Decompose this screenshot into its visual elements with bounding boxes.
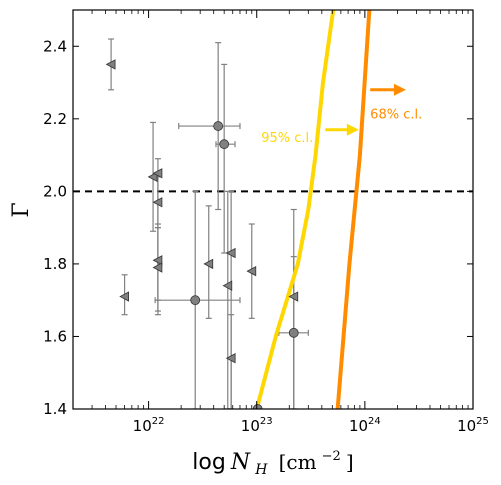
annotation-arrow-head-1 bbox=[393, 83, 406, 96]
upper-limit-point-7 bbox=[203, 258, 214, 270]
upper-limit-point-12 bbox=[288, 291, 299, 302]
y-tick-label-5: 2.4 bbox=[43, 37, 67, 55]
upper-limit-point-0 bbox=[105, 59, 116, 70]
x-tick-label-base-2: 10 bbox=[349, 417, 368, 435]
upper-limit-point-9 bbox=[225, 247, 236, 259]
upper-limit-point-8 bbox=[222, 280, 233, 291]
x-tick-label-exp-0: 22 bbox=[152, 416, 165, 427]
x-axis-label: log N H [cm −2 ] bbox=[192, 445, 353, 478]
upper-limit-point-4 bbox=[152, 255, 163, 266]
upper-limit-point-6 bbox=[119, 291, 129, 302]
y-tick-label-4: 2.2 bbox=[43, 110, 67, 128]
x-tick-label-base-0: 10 bbox=[133, 417, 152, 435]
y-tick-label-3: 2.0 bbox=[43, 182, 67, 200]
x-axis-label-exp: −2 bbox=[322, 449, 341, 464]
plot-frame bbox=[72, 9, 474, 410]
x-tick-label-0: 1022 bbox=[133, 416, 165, 435]
x-axis-label-var: N bbox=[230, 450, 251, 475]
upper-limit-point-5 bbox=[152, 262, 163, 273]
upper-limit-point-11 bbox=[246, 265, 257, 277]
y-axis-label: Γ bbox=[9, 202, 34, 217]
curve-0 bbox=[254, 10, 336, 409]
curve-1 bbox=[335, 10, 372, 409]
annotation-arrow-head-0 bbox=[346, 123, 359, 136]
x-tick-label-2: 1024 bbox=[349, 416, 381, 435]
y-tick-label-0: 1.4 bbox=[43, 400, 67, 418]
x-tick-label-exp-1: 23 bbox=[260, 416, 273, 427]
x-tick-label-base-1: 10 bbox=[241, 417, 260, 435]
x-tick-label-base-3: 10 bbox=[457, 417, 476, 435]
detection-point-0 bbox=[213, 121, 224, 131]
x-axis-label-sub: H bbox=[254, 462, 268, 478]
annotation-label-0: 95% c.l. bbox=[261, 131, 313, 146]
detection-point-1 bbox=[219, 139, 230, 150]
upper-limit-point-3 bbox=[152, 197, 163, 208]
x-axis-label-log: log bbox=[192, 450, 226, 475]
upper-limit-point-2 bbox=[152, 168, 163, 179]
x-tick-label-exp-3: 25 bbox=[476, 416, 489, 427]
y-tick-label-1: 1.6 bbox=[43, 327, 67, 345]
x-tick-label-1: 1023 bbox=[241, 416, 273, 435]
x-tick-label-3: 1025 bbox=[457, 416, 489, 435]
detection-point-2 bbox=[190, 295, 201, 306]
x-axis-label-close: ] bbox=[346, 450, 354, 474]
upper-limit-point-10 bbox=[225, 353, 236, 364]
upper-limit-point-1 bbox=[147, 171, 158, 183]
x-axis-label-unit: [cm bbox=[279, 450, 317, 474]
detection-point-3 bbox=[288, 327, 299, 338]
annotation-label-1: 68% c.l. bbox=[370, 107, 422, 122]
detection-point-4 bbox=[252, 404, 263, 409]
y-tick-label-2: 1.8 bbox=[43, 255, 67, 273]
x-tick-label-exp-2: 24 bbox=[368, 416, 381, 427]
